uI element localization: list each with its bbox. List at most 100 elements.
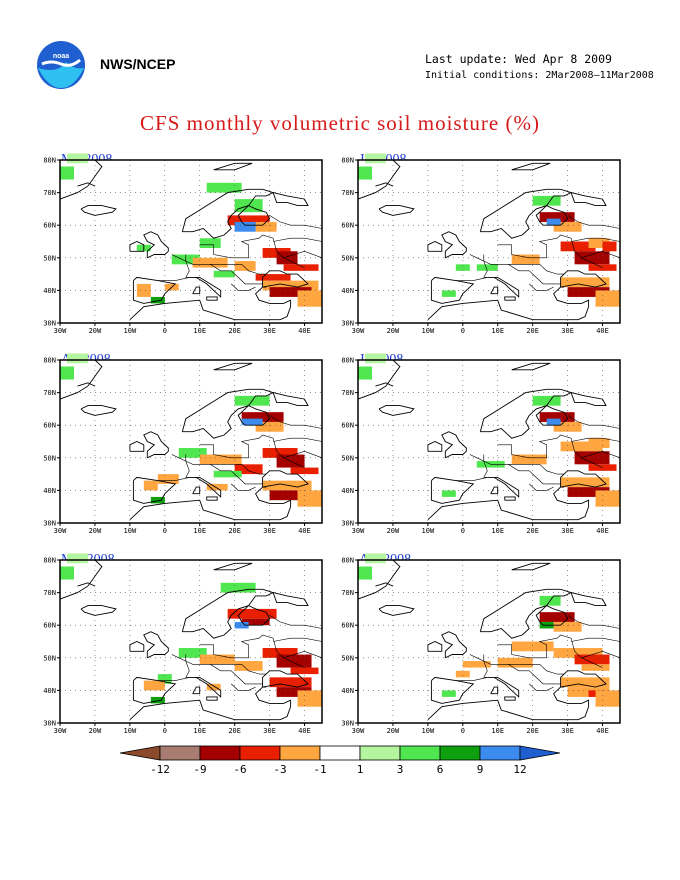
lat-tick-label: 40N [43,487,56,495]
anomaly-cell [539,612,575,622]
lat-tick-label: 30N [341,320,354,328]
country-border [528,683,554,691]
country-border [528,283,554,291]
lon-tick-label: 0 [163,527,167,535]
map-background [358,560,620,723]
anomaly-cell [143,480,158,491]
country-border [273,437,323,442]
lon-tick-label: 10E [491,327,504,335]
lon-tick-label: 20E [228,327,241,335]
country-border [581,650,621,659]
map-frame [59,159,323,324]
anomaly-cell [178,448,207,458]
coastline [511,562,551,571]
soil-moisture-map: 30W 20W 10W 0 10E 20E 30E 40E 80N 70N 60N 50N 40N 30N [43,153,323,335]
coastline [570,192,607,207]
coastline [189,676,222,698]
country-border [199,434,305,468]
coastline [427,286,590,321]
country-border [567,415,621,429]
lon-tick-label: 30E [561,727,574,735]
anomaly-cell [455,264,470,271]
coastline [206,496,218,501]
coastline [189,476,222,498]
coastline [213,562,253,571]
coastline [427,641,443,652]
lon-tick-label: 30W [352,527,365,535]
lon-tick-label: 0 [461,527,465,535]
coastline [427,686,590,721]
anomaly-cell [276,687,312,697]
country-border [273,237,323,242]
country-border [157,477,190,481]
page-title: CFS monthly volumetric soil moisture (%) [140,111,540,135]
lon-tick-label: 0 [461,727,465,735]
anomaly-cell [262,648,298,658]
coastline [237,405,271,426]
lat-tick-label: 70N [43,189,56,197]
anomaly-cell [553,421,582,432]
lon-tick-label: 30W [352,327,365,335]
lat-tick-label: 40N [43,287,56,295]
country-border [483,454,565,475]
lon-tick-label: 20E [228,727,241,735]
svg-text:noaa: noaa [53,53,69,60]
lon-tick-label: 40E [298,527,311,535]
anomaly-cell [546,418,561,426]
country-border [508,464,561,485]
country-border [567,215,621,229]
lon-tick-label: 10W [124,527,137,535]
coastline [490,286,499,295]
anomaly-cell [588,464,617,471]
coastline [570,592,607,607]
anomaly-cell [206,683,221,691]
lon-tick-label: 20E [526,527,539,535]
country-border [497,434,603,468]
country-border [571,437,621,442]
soil-moisture-map: 30W 20W 10W 0 10E 20E 30E 40E 80N 70N 60N 50N 40N 30N [43,553,323,735]
anomaly-cell [241,418,263,426]
coastline [375,582,394,587]
coastline [80,405,117,416]
lon-tick-label: 10W [422,727,435,735]
anomaly-cell [441,690,456,697]
legend-swatch [359,745,401,761]
map-background [60,560,322,723]
coastline [487,676,520,698]
legend-tick-label: -6 [233,763,246,776]
coastline [511,162,551,171]
lat-tick-label: 60N [43,222,56,230]
anomaly-cell [276,251,298,265]
lat-tick-label: 40N [341,687,354,695]
lat-tick-label: 40N [43,687,56,695]
lat-tick-label: 70N [341,389,354,397]
lon-tick-label: 20W [387,727,400,735]
legend-tick-label: -3 [273,763,286,776]
lat-tick-label: 30N [341,520,354,528]
anomaly-cell [157,474,179,484]
anomaly-cell [220,582,256,593]
map-frame [357,359,621,524]
lat-tick-label: 40N [341,487,354,495]
lon-tick-label: 20E [526,327,539,335]
coastline [143,231,169,259]
lon-tick-label: 30W [54,727,67,735]
anomaly-cell [60,566,74,580]
legend-swatch [319,745,361,761]
country-border [171,654,190,678]
anomaly-cell [60,366,74,380]
anomaly-cell [595,490,620,507]
anomaly-cell [66,353,88,364]
lat-tick-label: 40N [341,287,354,295]
country-border [171,454,190,478]
coastline [479,388,573,439]
coastline [272,592,309,607]
anomaly-cell [234,661,263,671]
lat-tick-label: 50N [341,254,354,262]
anomaly-cell [66,553,88,564]
lon-tick-label: 0 [163,727,167,735]
anomaly-cell [199,454,242,465]
legend-arrow-right [519,745,560,761]
anomaly-cell [234,221,256,232]
lon-tick-label: 40E [596,527,609,535]
